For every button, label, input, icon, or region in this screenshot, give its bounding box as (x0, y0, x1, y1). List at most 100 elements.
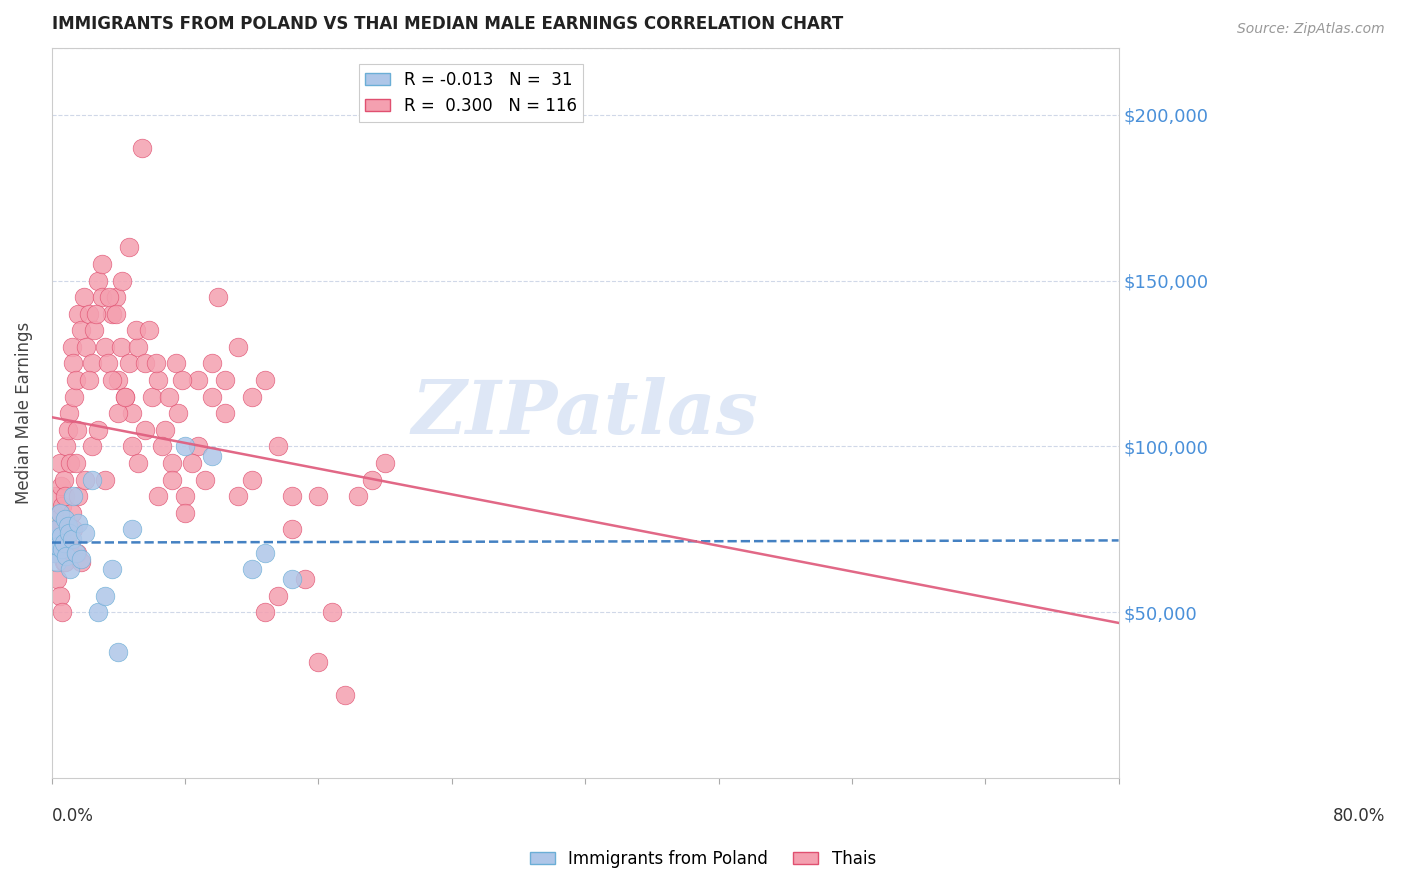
Point (56, 423, 79, 437)
Point (214, 406, 236, 420)
Point (48, 589, 70, 603)
Point (98, 290, 121, 304)
Point (152, 439, 174, 453)
Point (46, 533, 69, 547)
Point (172, 373, 194, 387)
Point (91, 290, 114, 304)
Point (107, 373, 129, 387)
Legend: Immigrants from Poland, Thais: Immigrants from Poland, Thais (523, 844, 883, 875)
Text: 0.0%: 0.0% (52, 807, 94, 825)
Point (75, 525, 97, 540)
Point (157, 390, 180, 404)
Point (160, 473, 183, 487)
Point (374, 456, 396, 470)
Point (66, 545, 89, 559)
Point (281, 522, 304, 536)
Point (44, 506, 66, 520)
Point (360, 473, 382, 487)
Point (114, 390, 136, 404)
Point (97, 356, 120, 370)
Point (254, 605, 277, 619)
Point (240, 473, 263, 487)
Point (240, 562, 263, 576)
Point (134, 356, 156, 370)
Point (60, 506, 83, 520)
Point (180, 456, 202, 470)
Point (228, 340, 250, 354)
Point (52, 473, 75, 487)
Point (75, 473, 97, 487)
Point (45, 522, 67, 536)
Point (62, 522, 84, 536)
Legend: R = -0.013   N =  31, R =  0.300   N = 116: R = -0.013 N = 31, R = 0.300 N = 116 (359, 64, 583, 121)
Point (281, 572, 304, 586)
Point (83, 323, 105, 337)
Point (49, 533, 72, 547)
Point (53, 512, 76, 526)
Point (148, 489, 170, 503)
Point (70, 552, 93, 566)
Point (75, 340, 97, 354)
Text: IMMIGRANTS FROM POLAND VS THAI MEDIAN MALE EARNINGS CORRELATION CHART: IMMIGRANTS FROM POLAND VS THAI MEDIAN MA… (52, 15, 844, 33)
Point (51, 499, 73, 513)
Point (58, 406, 80, 420)
Point (73, 290, 96, 304)
Point (321, 605, 343, 619)
Text: ZIPatlas: ZIPatlas (412, 377, 759, 450)
Point (127, 340, 149, 354)
Point (138, 323, 160, 337)
Point (121, 439, 143, 453)
Point (49, 529, 72, 543)
Point (167, 406, 190, 420)
Point (84, 307, 107, 321)
Point (56, 519, 79, 533)
Point (107, 406, 129, 420)
Point (100, 562, 122, 576)
Point (240, 390, 263, 404)
Point (104, 290, 127, 304)
Point (66, 423, 89, 437)
Point (201, 356, 224, 370)
Point (62, 356, 84, 370)
Point (67, 516, 90, 530)
Point (48, 456, 70, 470)
Point (49, 479, 72, 493)
Point (59, 456, 82, 470)
Point (121, 522, 143, 536)
Point (58, 525, 80, 540)
Point (65, 373, 87, 387)
Point (121, 406, 143, 420)
Point (87, 274, 110, 288)
Point (45, 545, 67, 559)
Point (60, 340, 83, 354)
Point (100, 307, 122, 321)
Point (165, 356, 187, 370)
Point (94, 340, 117, 354)
Point (148, 373, 170, 387)
Point (60, 533, 83, 547)
Point (187, 439, 209, 453)
Point (77, 373, 100, 387)
Point (62, 489, 84, 503)
Point (194, 473, 217, 487)
Point (118, 240, 141, 254)
Point (55, 549, 77, 563)
Point (308, 489, 330, 503)
Point (114, 390, 136, 404)
Point (87, 605, 110, 619)
Point (160, 456, 183, 470)
Point (118, 356, 141, 370)
Point (51, 542, 73, 557)
Text: 80.0%: 80.0% (1333, 807, 1385, 825)
Point (46, 572, 69, 586)
Point (70, 556, 93, 570)
Point (87, 423, 110, 437)
Point (80, 473, 103, 487)
Point (267, 439, 290, 453)
Point (51, 605, 73, 619)
Text: Source: ZipAtlas.com: Source: ZipAtlas.com (1237, 22, 1385, 37)
Point (228, 489, 250, 503)
Point (254, 545, 277, 559)
Point (281, 489, 304, 503)
Point (63, 390, 86, 404)
